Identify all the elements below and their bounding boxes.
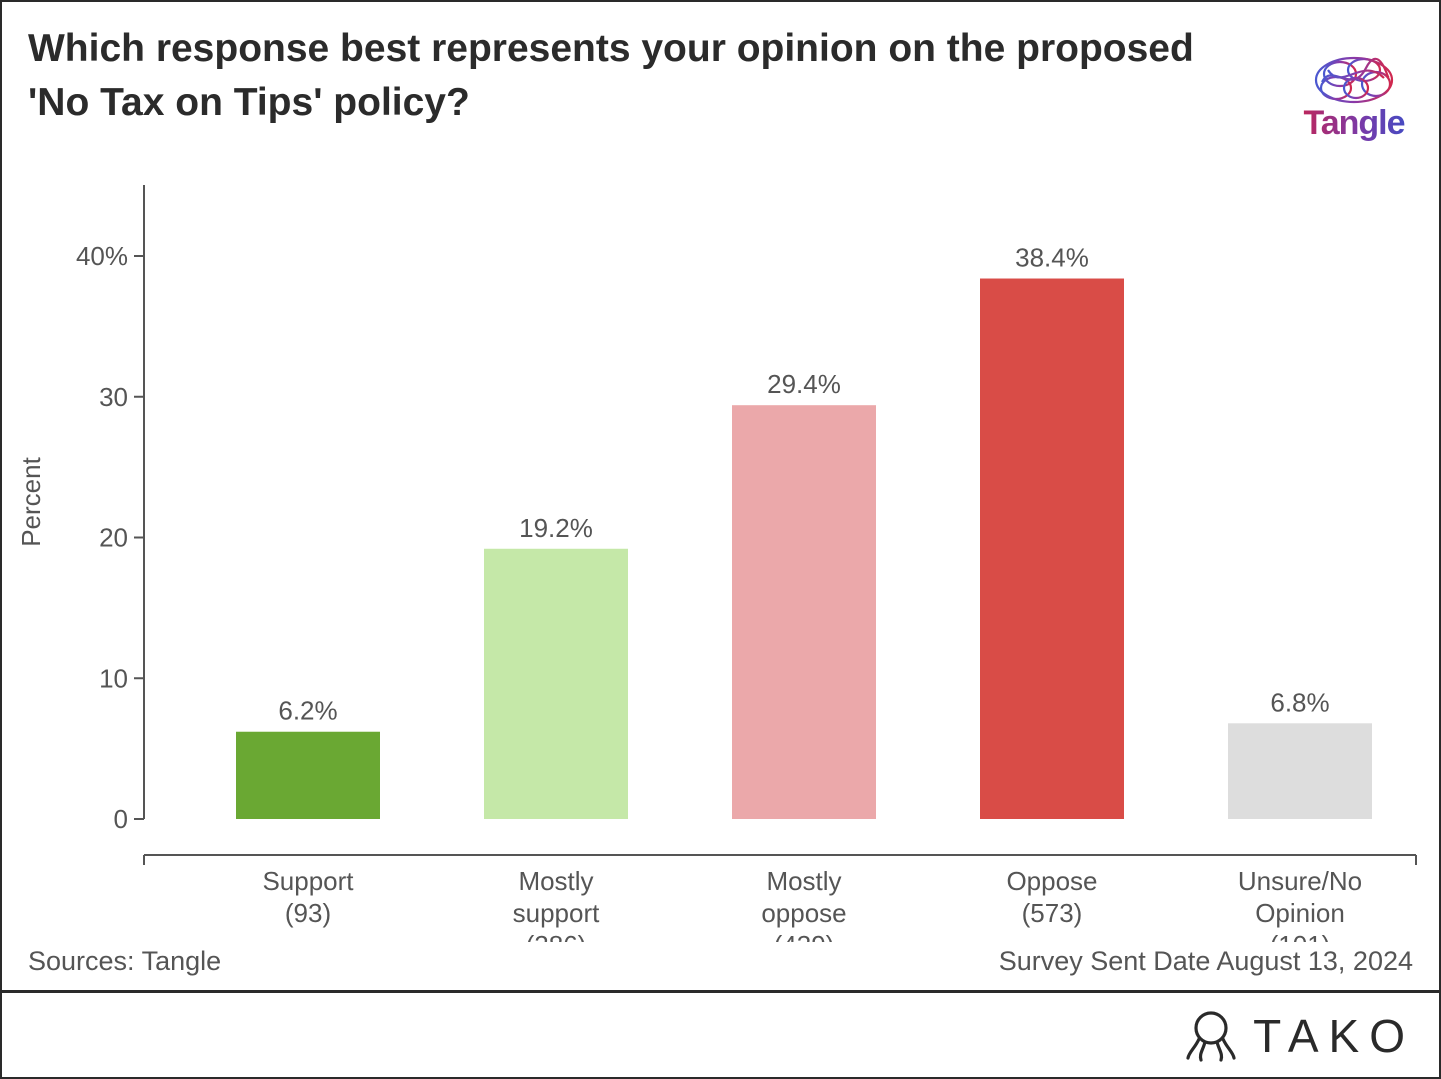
source-note: Sources: Tangle bbox=[28, 946, 222, 976]
bar-value-label: 19.2% bbox=[519, 513, 593, 543]
x-tick-label: Oppose (573) bbox=[1006, 866, 1097, 928]
y-tick-label: 30 bbox=[99, 382, 128, 412]
bar-series bbox=[236, 278, 1372, 819]
bar-chart: 0 10 20 30 40% Support(93) Mostlysupport(286)… bbox=[16, 185, 1417, 942]
bar bbox=[236, 731, 380, 819]
y-axis: 0 10 20 30 40% bbox=[76, 185, 145, 834]
y-tick-label: 10 bbox=[99, 663, 128, 693]
y-tick-label: 0 bbox=[114, 804, 128, 834]
bar bbox=[1228, 723, 1372, 819]
tako-wordmark: TAKO bbox=[1253, 1010, 1415, 1062]
tangle-logo: Tangle bbox=[1292, 52, 1422, 152]
y-axis-title: Percent bbox=[16, 456, 46, 546]
y-tick-label: 40% bbox=[76, 241, 128, 271]
bar-value-label: 6.2% bbox=[278, 696, 337, 726]
y-tick-label: 20 bbox=[99, 523, 128, 553]
tako-brand: TAKO bbox=[1185, 1006, 1415, 1066]
octopus-icon bbox=[1186, 1011, 1236, 1062]
bar-value-label: 29.4% bbox=[767, 369, 841, 399]
bar bbox=[484, 548, 628, 819]
tangle-wordmark: Tangle bbox=[1292, 104, 1416, 143]
bar-value-label: 6.8% bbox=[1270, 687, 1329, 717]
survey-date-note: Survey Sent Date August 13, 2024 bbox=[998, 946, 1413, 976]
x-tick-label: Support (93) bbox=[262, 866, 354, 928]
bar-value-label: 38.4% bbox=[1015, 243, 1089, 273]
bar-value-labels: 6.2% 19.2% 29.4% 38.4% 6.8% bbox=[278, 243, 1329, 726]
brain-icon bbox=[1314, 56, 1394, 104]
footer-divider bbox=[2, 990, 1439, 993]
chart-title: Which response best represents your opin… bbox=[28, 27, 1194, 124]
bar bbox=[732, 405, 876, 819]
bar bbox=[980, 278, 1124, 819]
